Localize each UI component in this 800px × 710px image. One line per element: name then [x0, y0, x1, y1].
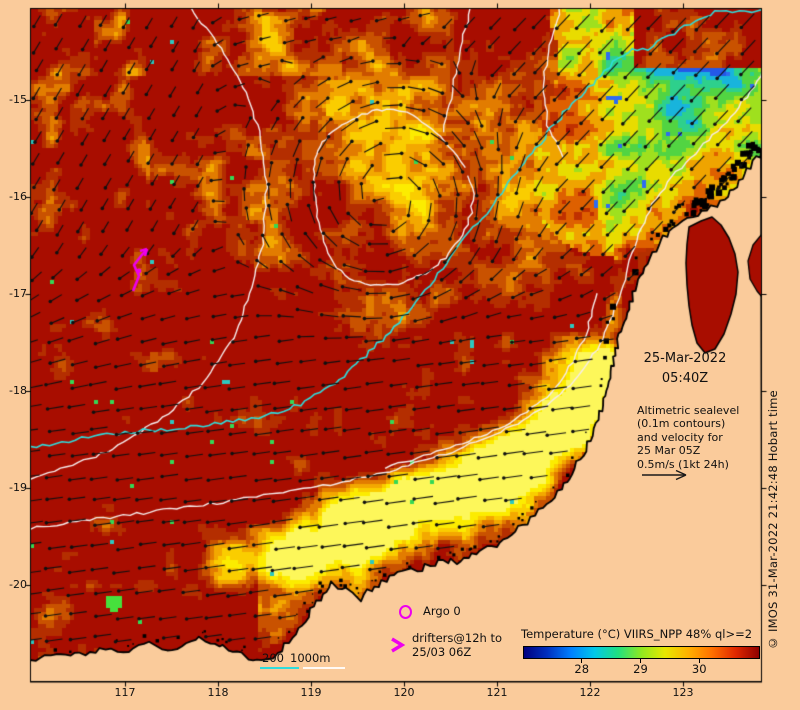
lat-tick-label: -16: [9, 190, 27, 203]
lon-tick-label: 123: [672, 686, 694, 699]
colorbar-tick-label: 28: [574, 662, 590, 676]
lat-tick-label: -15: [9, 93, 27, 106]
altimetry-annotation: Altimetric sealevel (0.1m contours) and …: [637, 404, 739, 471]
lat-tick-label: -20: [9, 578, 27, 591]
annotation-line: Altimetric sealevel: [637, 404, 740, 417]
temperature-colorbar: [523, 646, 760, 659]
colorbar-tick: [640, 659, 641, 663]
lon-tick-label: 119: [300, 686, 322, 699]
velocity-scale-arrow-icon: [642, 469, 687, 481]
isobath-200m-line-swatch: [260, 667, 299, 669]
annotation-line: 25 Mar 05Z: [637, 444, 701, 458]
isobath-200m-label: 200: [262, 651, 284, 665]
drifters-legend-label: drifters@12h to 25/03 06Z: [412, 631, 502, 659]
lon-tick-label: 118: [207, 686, 229, 699]
annotation-line: and velocity for: [637, 430, 723, 444]
colorbar-tick: [698, 659, 700, 663]
lat-tick-label: -17: [9, 287, 27, 300]
annotation-line: 0.5m/s (1kt 24h): [637, 457, 729, 471]
argo-legend-label: Argo 0: [423, 604, 461, 618]
timestamp-block: 25-Mar-2022 05:40Z: [628, 349, 742, 389]
drifters-legend-line2: 25/03 06Z: [412, 644, 472, 659]
colorbar-title: Temperature (°C) VIIRS_NPP 48% ql>=2: [521, 627, 753, 641]
isobath-1000m-line-swatch: [303, 667, 345, 669]
drifter-marker-icon: [391, 637, 406, 653]
imos-credit-text: © IMOS 31-Mar-2022 21:42:48 Hobart time: [766, 390, 780, 650]
map-date: 25-Mar-2022: [643, 351, 727, 366]
lat-tick-label: -19: [9, 481, 27, 494]
lon-tick-label: 120: [393, 686, 415, 699]
lon-tick-label: 117: [114, 686, 136, 699]
annotation-line: (0.1m contours): [637, 417, 726, 431]
lat-tick-label: -18: [9, 384, 27, 397]
map-time: 05:40Z: [661, 371, 709, 386]
colorbar-tick: [581, 659, 583, 663]
drifters-legend-line1: drifters@12h to: [412, 631, 502, 645]
colorbar-tick-label: 29: [633, 662, 648, 676]
lon-tick-label: 122: [579, 686, 601, 699]
lon-tick-label: 121: [486, 686, 508, 699]
argo-float-marker-icon: [399, 605, 412, 619]
colorbar-tick-label: 30: [691, 662, 707, 676]
isobath-1000m-label: 1000m: [290, 651, 331, 665]
